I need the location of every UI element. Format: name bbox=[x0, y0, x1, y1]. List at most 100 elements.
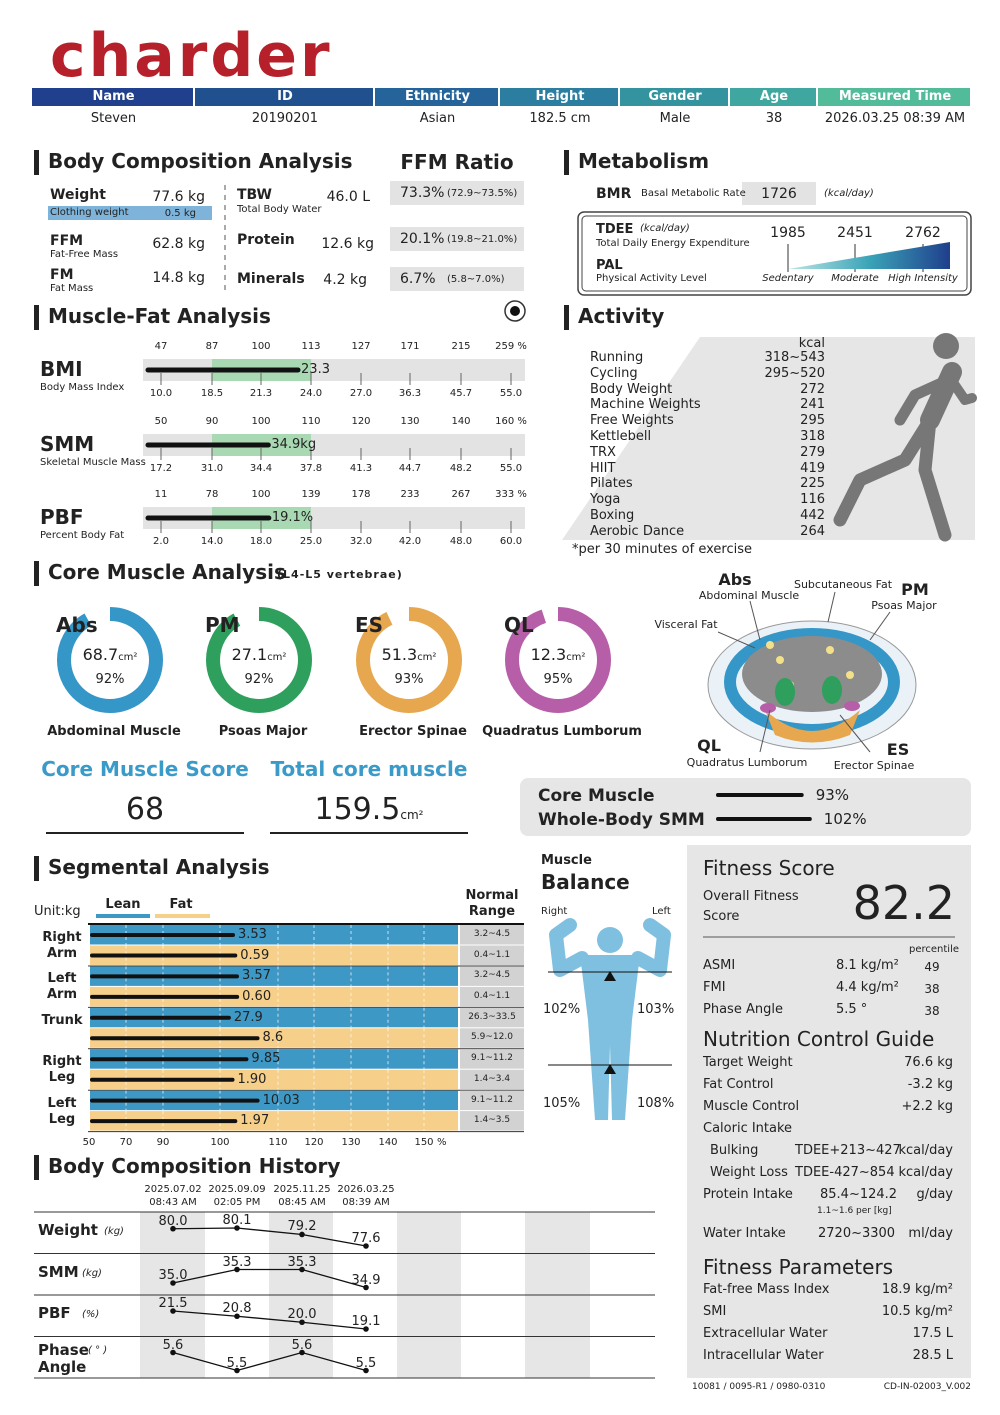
segment-label: Trunk bbox=[41, 1012, 83, 1028]
history-point bbox=[234, 1266, 240, 1273]
donut bbox=[57, 607, 163, 713]
tdee-box bbox=[577, 211, 972, 296]
activity-kcal: 419 bbox=[800, 460, 825, 476]
unit: Unit:kg bbox=[34, 904, 81, 919]
activity-kcal: 295 bbox=[800, 413, 825, 429]
unit: cm² bbox=[400, 808, 424, 822]
history-point bbox=[363, 1243, 369, 1249]
scale-tick: 48.2 bbox=[449, 463, 473, 474]
range-value: 3.2~4.5 bbox=[473, 970, 511, 981]
row-value: 10.5 kg/m² bbox=[881, 1304, 953, 1319]
lean-row bbox=[90, 1007, 458, 1028]
percent-tick: 267 bbox=[451, 489, 471, 500]
label: Weight bbox=[50, 187, 106, 203]
header-label: ID bbox=[277, 89, 293, 104]
row-value: 4.4 kg/m² bbox=[836, 980, 899, 995]
activity-name: Machine Weights bbox=[590, 397, 701, 413]
axis-tick: 130 bbox=[341, 1137, 361, 1148]
leader-line bbox=[869, 611, 891, 641]
header-value: Male bbox=[659, 111, 691, 126]
value: 0.5 kg bbox=[164, 208, 196, 219]
series-name: SMM bbox=[38, 1262, 79, 1281]
range-value: 26.3~33.5 bbox=[468, 1011, 516, 1022]
row-desc: Skeletal Muscle Mass bbox=[40, 457, 146, 468]
tdee-box-inner bbox=[581, 215, 968, 292]
unit: cm² bbox=[417, 652, 437, 663]
score-label: Core Muscle Score bbox=[41, 757, 249, 781]
leader-line bbox=[827, 591, 836, 623]
figure-body bbox=[580, 955, 640, 1120]
activity-name: Pilates bbox=[590, 476, 633, 492]
activity-kcal: 318 bbox=[800, 429, 825, 444]
muscle-name: Psoas Major bbox=[218, 724, 308, 739]
header-cell bbox=[195, 88, 373, 106]
axis-tick: 150 bbox=[414, 1137, 434, 1148]
value: 1726 bbox=[761, 186, 797, 202]
footer: 10081 / 0095-R1 / 0980-0310 bbox=[692, 1382, 826, 1392]
history-point bbox=[170, 1308, 176, 1314]
clothing-bar bbox=[48, 206, 212, 220]
unit: cm² bbox=[267, 652, 287, 663]
series-unit: (kg) bbox=[104, 1226, 124, 1237]
history-line bbox=[172, 1351, 367, 1372]
panel-title: Nutrition Control Guide bbox=[703, 1027, 935, 1051]
balance-title: Muscle bbox=[541, 853, 592, 868]
scale-tick: 27.0 bbox=[349, 388, 373, 399]
runner bbox=[945, 373, 977, 405]
percent-tick: 78 bbox=[205, 489, 219, 500]
row-value: 18.9 kg/m² bbox=[881, 1282, 953, 1297]
range-cell bbox=[460, 925, 524, 945]
diagram-label: PM bbox=[901, 580, 929, 599]
muscle-area: 27.1cm² bbox=[232, 645, 287, 665]
header-label: Age bbox=[759, 89, 789, 104]
scale-tick: 32.0 bbox=[349, 536, 373, 547]
ratio-label: Core Muscle bbox=[538, 786, 655, 806]
history-date: 2025.07.02 bbox=[144, 1184, 202, 1195]
section-title: Segmental Analysis bbox=[48, 855, 270, 879]
diagram-label: Psoas Major bbox=[871, 599, 937, 612]
note: 1.1~1.6 per [kg] bbox=[817, 1206, 892, 1216]
series-unit: ( ° ) bbox=[88, 1344, 108, 1356]
header-value: Steven bbox=[90, 111, 137, 126]
side-label: Right bbox=[541, 906, 568, 917]
percent-label: 95% bbox=[543, 672, 573, 687]
range: (19.8~21.0%) bbox=[447, 234, 518, 245]
row-value: 76.6 kg bbox=[904, 1055, 953, 1070]
percent-tick: 160 % bbox=[495, 416, 527, 427]
ratio-value: 93% bbox=[815, 786, 850, 804]
pal-level: Moderate bbox=[831, 273, 879, 284]
desc: Physical Activity Level bbox=[596, 273, 707, 284]
history-value: 80.0 bbox=[158, 1213, 188, 1229]
activity-kcal: 116 bbox=[800, 492, 825, 508]
panel-title: Fitness Parameters bbox=[703, 1255, 894, 1279]
history-time: 08:39 AM bbox=[342, 1197, 390, 1208]
overall-label: Overall Fitness Score bbox=[703, 889, 799, 924]
diagram-label: Abdominal Muscle bbox=[698, 589, 800, 602]
tdee-value: 1985 bbox=[770, 225, 806, 241]
figure-head bbox=[597, 927, 623, 953]
header-cell bbox=[730, 88, 816, 106]
axis-tick: 100 bbox=[210, 1137, 230, 1148]
percent-tick: 113 bbox=[301, 341, 321, 352]
heading-bar bbox=[564, 150, 569, 175]
note: *per 30 minutes of exercise bbox=[572, 542, 752, 557]
legend-label: Lean bbox=[105, 897, 141, 912]
percent-tick: 215 bbox=[451, 341, 471, 352]
heading-bar bbox=[564, 305, 569, 330]
fat-spot bbox=[846, 671, 854, 679]
row-unit: kcal/day bbox=[898, 1165, 953, 1180]
history-point bbox=[170, 1225, 176, 1232]
row-label: FMI bbox=[703, 980, 726, 995]
activity-bg bbox=[562, 337, 975, 540]
pm-left bbox=[775, 678, 795, 706]
history-value: 77.6 bbox=[351, 1231, 381, 1246]
activity-name: Cycling bbox=[590, 365, 638, 381]
history-point bbox=[299, 1231, 305, 1238]
desc: Total Daily Energy Expenditure bbox=[596, 238, 750, 249]
lean-row bbox=[90, 925, 458, 945]
fat-row bbox=[90, 945, 458, 965]
tdee-value: 2762 bbox=[905, 225, 941, 241]
diagram-label: Erector Spinae bbox=[833, 759, 915, 772]
value: 12.6 kg bbox=[321, 236, 374, 252]
